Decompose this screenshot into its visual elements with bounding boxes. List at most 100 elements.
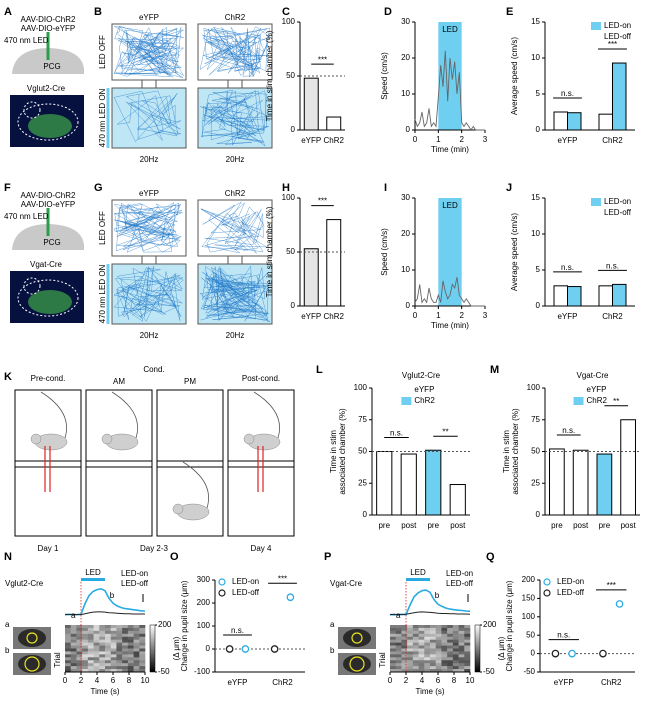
heatmap-cell <box>65 633 72 638</box>
heatmap-cell <box>76 669 83 673</box>
heatmap-cell <box>116 642 123 646</box>
heatmap-cell <box>110 636 117 640</box>
y-axis-label: associated chamber (%) <box>338 408 347 495</box>
mouse-line-label: Vglut2-Cre <box>27 84 66 93</box>
heatmap-cell <box>452 651 459 655</box>
heatmap-cell <box>87 651 94 655</box>
heatmap-cell <box>395 627 402 632</box>
bar <box>326 219 342 307</box>
heatmap-cell <box>458 639 465 643</box>
heatmap-cell <box>430 654 437 658</box>
heatmap-cell <box>441 666 448 670</box>
heatmap-cell <box>458 625 465 629</box>
heatmap-cell <box>93 669 100 673</box>
heatmap-cell <box>447 663 454 667</box>
heatmap-cell <box>447 666 454 670</box>
heatmap-cell <box>105 666 112 670</box>
heatmap-cell <box>390 642 397 646</box>
y-tick-label: 10 <box>401 89 410 98</box>
heatmap-cell <box>447 625 454 629</box>
y-tick-label: 100 <box>354 383 368 392</box>
y-tick-label: 0 <box>406 301 411 310</box>
dot <box>225 645 234 653</box>
heatmap-cell <box>390 630 397 635</box>
region-label: PCG <box>43 62 60 71</box>
x-tick-label: post <box>621 521 637 530</box>
heatmap-cell <box>464 657 471 661</box>
heatmap-cell <box>99 669 106 673</box>
heatmap-cell <box>447 639 454 643</box>
heatmap-cell <box>435 630 442 635</box>
pupil <box>351 632 363 644</box>
heatmap-cell <box>65 654 72 658</box>
heatmap-cell <box>87 657 94 661</box>
legend-swatch <box>591 209 601 217</box>
phase-label: Post-cond. <box>242 374 280 383</box>
track <box>200 89 271 147</box>
heatmap-cell <box>87 636 94 640</box>
x-tick-label: ChR2 <box>602 312 623 321</box>
heatmap-cell <box>418 645 425 649</box>
bar <box>572 449 589 516</box>
dot <box>241 645 250 653</box>
bar <box>549 448 565 516</box>
heatmap-cell <box>401 639 408 643</box>
heatmap-cell <box>401 666 408 670</box>
image-label: b <box>5 646 10 655</box>
heatmap-cell <box>390 657 397 661</box>
y-tick-label: 30 <box>401 193 410 202</box>
significance: n.s. <box>390 429 403 438</box>
heatmap-cell <box>452 657 459 661</box>
heatmap-cell <box>418 669 425 673</box>
y-tick-label: 75 <box>358 415 367 424</box>
x-tick-label: 3 <box>483 311 488 320</box>
chamber <box>156 389 224 537</box>
heatmap-cell <box>127 657 134 661</box>
y-tick-label: 0 <box>406 125 411 134</box>
heatmap-cell <box>395 663 402 667</box>
track <box>113 90 181 142</box>
heatmap-cell <box>401 627 408 632</box>
heatmap-cell <box>441 660 448 664</box>
legend-label: LED-off <box>121 579 149 588</box>
heatmap-cell <box>452 633 459 638</box>
region-outline <box>17 279 79 317</box>
heatmap-cell <box>464 651 471 655</box>
heatmap-cell <box>435 663 442 667</box>
legend-marker <box>543 589 551 597</box>
heatmap-cell <box>122 642 129 646</box>
x-tick-label: eYFP <box>557 136 577 145</box>
heatmap-cell <box>447 627 454 632</box>
heatmap-cell <box>133 663 140 667</box>
heatmap-cell <box>93 648 100 652</box>
y-tick-label: 50 <box>286 71 295 80</box>
x-tick-label: 4 <box>420 676 425 685</box>
bar <box>400 453 417 516</box>
x-tick-label: 4 <box>95 676 100 685</box>
heatmap-cell <box>116 660 123 664</box>
heatmap-cell <box>70 636 77 640</box>
heatmap-cell <box>127 645 134 649</box>
heatmap-cell <box>139 654 146 658</box>
x-tick-label: eYFP <box>554 678 574 687</box>
heatmap-cell <box>390 633 397 638</box>
heatmap-cell <box>110 645 117 649</box>
heatmap-cell <box>70 654 77 658</box>
legend-label: ChR2 <box>414 396 435 405</box>
heatmap-cell <box>93 651 100 655</box>
y-tick-label: -100 <box>194 667 211 676</box>
heatmap-cell <box>70 627 77 632</box>
heatmap-cell <box>99 627 106 632</box>
panel-label: F <box>4 182 11 194</box>
y-axis-label: Average speed (cm/s) <box>510 213 519 291</box>
heatmap-cell <box>464 654 471 658</box>
significance: *** <box>318 197 327 206</box>
heatmap-cell <box>412 642 419 646</box>
speed-line <box>414 277 485 307</box>
heatmap-cell <box>430 666 437 670</box>
heatmap-cell <box>122 627 129 632</box>
legend-label: eYFP <box>414 385 434 394</box>
heatmap-cell <box>127 630 134 635</box>
heatmap-cell <box>464 666 471 670</box>
